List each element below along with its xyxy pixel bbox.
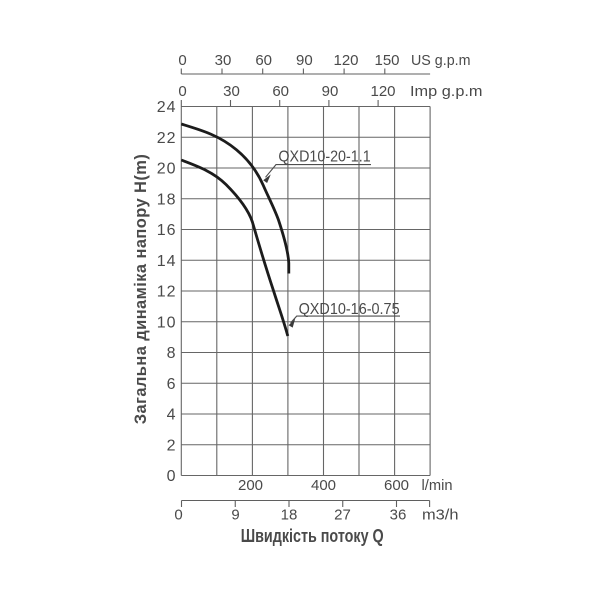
svg-text:Швидкість потоку Q: Швидкість потоку Q (241, 526, 384, 546)
svg-text:27: 27 (334, 507, 351, 524)
svg-text:Загальна динаміка напору H(m): Загальна динаміка напору H(m) (132, 154, 150, 424)
svg-text:6: 6 (167, 376, 177, 393)
svg-text:0: 0 (178, 52, 186, 69)
svg-text:20: 20 (157, 161, 177, 178)
svg-text:4: 4 (167, 407, 177, 424)
svg-text:60: 60 (272, 83, 289, 100)
svg-text:QXD10-16-0.75: QXD10-16-0.75 (299, 301, 400, 318)
svg-text:600: 600 (384, 477, 409, 494)
svg-text:l/min: l/min (422, 477, 453, 494)
svg-text:30: 30 (223, 83, 240, 100)
svg-text:14: 14 (157, 253, 177, 270)
svg-text:US g.p.m: US g.p.m (411, 52, 471, 69)
svg-text:120: 120 (370, 83, 395, 100)
svg-text:Imp g.p.m: Imp g.p.m (410, 83, 483, 100)
svg-text:90: 90 (296, 52, 313, 69)
svg-text:QXD10-20-1.1: QXD10-20-1.1 (278, 149, 370, 166)
svg-text:400: 400 (311, 477, 336, 494)
svg-text:60: 60 (255, 52, 272, 69)
svg-text:m3/h: m3/h (422, 507, 459, 524)
svg-text:150: 150 (374, 52, 399, 69)
svg-text:9: 9 (231, 507, 239, 524)
svg-text:12: 12 (157, 284, 177, 301)
svg-text:22: 22 (157, 130, 177, 147)
svg-text:30: 30 (215, 52, 232, 69)
svg-text:90: 90 (322, 83, 339, 100)
svg-text:24: 24 (157, 99, 177, 116)
svg-text:36: 36 (390, 507, 407, 524)
svg-text:120: 120 (333, 52, 358, 69)
svg-text:0: 0 (167, 468, 177, 485)
svg-text:18: 18 (157, 191, 177, 208)
svg-text:10: 10 (157, 314, 177, 331)
svg-text:8: 8 (167, 345, 177, 362)
svg-text:18: 18 (281, 507, 298, 524)
svg-text:16: 16 (157, 222, 177, 239)
svg-text:200: 200 (238, 477, 263, 494)
svg-text:0: 0 (174, 507, 182, 524)
svg-text:0: 0 (178, 83, 186, 100)
svg-text:2: 2 (167, 437, 177, 454)
